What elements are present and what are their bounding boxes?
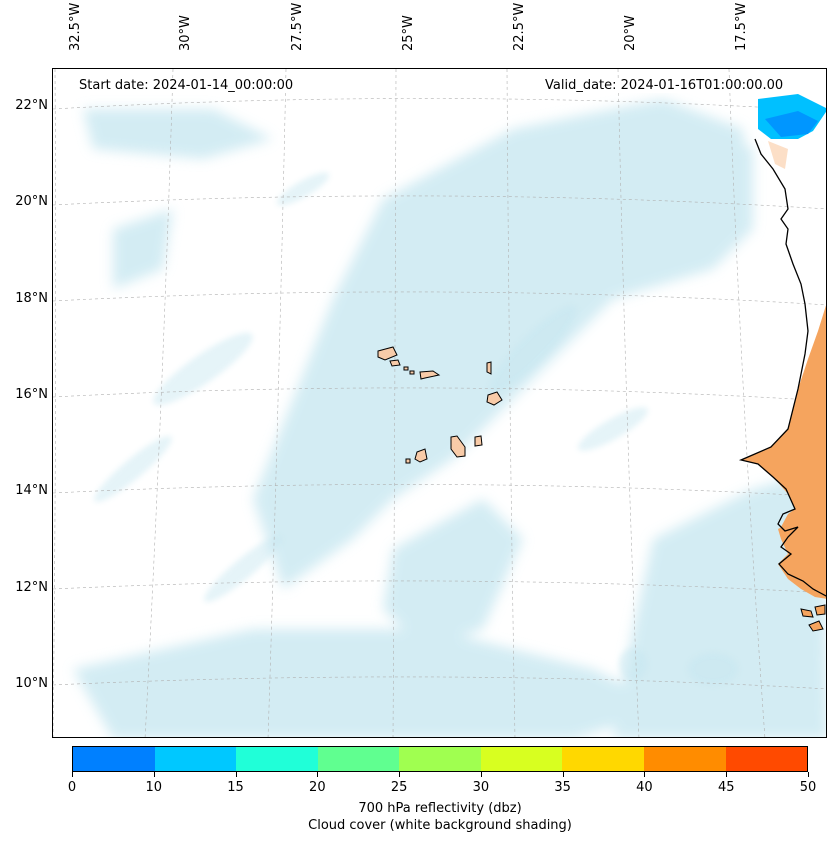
lat-label-16n: 16°N — [15, 387, 48, 402]
colorbar-tick-label: 15 — [227, 780, 244, 795]
lon-label-32-5w: 32.5°W — [68, 2, 83, 51]
lat-label-18n: 18°N — [15, 291, 48, 306]
colorbar-tick — [808, 772, 809, 777]
colorbar-tick-label: 30 — [472, 780, 490, 795]
colorbar-segment-40-45 — [643, 747, 726, 771]
colorbar-tick — [317, 772, 319, 777]
reflectivity-echo — [758, 94, 826, 169]
lon-label-20w: 20°W — [623, 15, 638, 51]
colorbar-segment-20-25 — [317, 747, 400, 771]
lat-label-14n: 14°N — [15, 483, 48, 498]
colorbar-tick — [235, 772, 237, 777]
colorbar — [72, 746, 808, 772]
colorbar-tick-label: 25 — [390, 780, 408, 795]
graticule — [53, 69, 826, 737]
colorbar-segment-0-10 — [73, 747, 155, 771]
colorbar-sublabel: Cloud cover (white background shading) — [308, 818, 572, 833]
start-date-label: Start date: 2024-01-14_00:00:00 — [75, 78, 298, 93]
lat-label-12n: 12°N — [15, 580, 48, 595]
map-canvas — [53, 69, 826, 737]
cloud-cover-shading — [73, 99, 826, 737]
lat-label-20n: 20°N — [15, 194, 48, 209]
colorbar-tick-label: 45 — [717, 780, 735, 795]
lon-label-17-5w: 17.5°W — [734, 2, 749, 51]
colorbar-tick-label: 35 — [554, 780, 571, 795]
colorbar-segment-30-35 — [480, 747, 563, 771]
colorbar-tick-label: 10 — [145, 780, 163, 795]
colorbar-tick — [72, 772, 73, 777]
lon-label-27-5w: 27.5°W — [290, 2, 305, 51]
colorbar-tick — [644, 772, 646, 777]
africa-land-south — [778, 519, 826, 599]
colorbar-tick-label: 50 — [799, 780, 817, 795]
cape-verde-islands — [377, 346, 503, 464]
lon-label-30w: 30°W — [178, 15, 193, 51]
lon-label-25w: 25°W — [401, 15, 416, 51]
colorbar-tick — [480, 772, 482, 777]
colorbar-segment-35-40 — [562, 747, 644, 771]
colorbar-tick-label: 40 — [636, 780, 653, 795]
light-cloud-wisps — [94, 172, 738, 685]
colorbar-tick-label: 20 — [309, 780, 326, 795]
colorbar-tick-label: 0 — [67, 780, 77, 795]
africa-land — [741, 305, 826, 531]
colorbar-tick — [153, 772, 155, 777]
lat-label-22n: 22°N — [15, 98, 48, 113]
colorbar-segment-25-30 — [399, 747, 481, 771]
coastline — [738, 138, 826, 597]
coastline-islands-south — [800, 604, 826, 632]
lat-label-10n: 10°N — [15, 676, 48, 691]
valid-date-label: Valid_date: 2024-01-16T01:00:00.00 — [541, 78, 788, 93]
colorbar-label: 700 hPa reflectivity (dbz) — [358, 801, 522, 816]
colorbar-segment-10-15 — [154, 747, 237, 771]
colorbar-segment-15-20 — [236, 747, 318, 771]
colorbar-tick — [726, 772, 728, 777]
map-frame[interactable] — [52, 68, 827, 738]
colorbar-tick — [399, 772, 401, 777]
colorbar-segment-45-50 — [725, 747, 808, 771]
colorbar-tick — [562, 772, 564, 777]
lon-label-22-5w: 22.5°W — [512, 2, 527, 51]
